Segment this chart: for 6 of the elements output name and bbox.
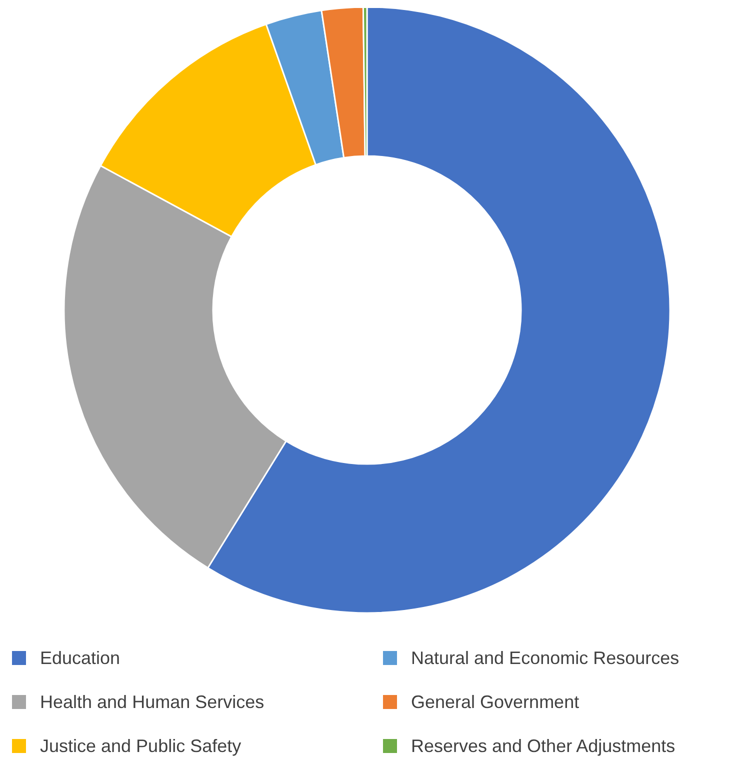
legend-label: Education bbox=[40, 648, 120, 668]
legend-label: General Government bbox=[411, 692, 580, 712]
legend-label: Health and Human Services bbox=[40, 692, 264, 712]
legend-label: Natural and Economic Resources bbox=[411, 648, 680, 668]
legend-label: Justice and Public Safety bbox=[40, 736, 242, 756]
legend-label: Reserves and Other Adjustments bbox=[411, 736, 676, 756]
